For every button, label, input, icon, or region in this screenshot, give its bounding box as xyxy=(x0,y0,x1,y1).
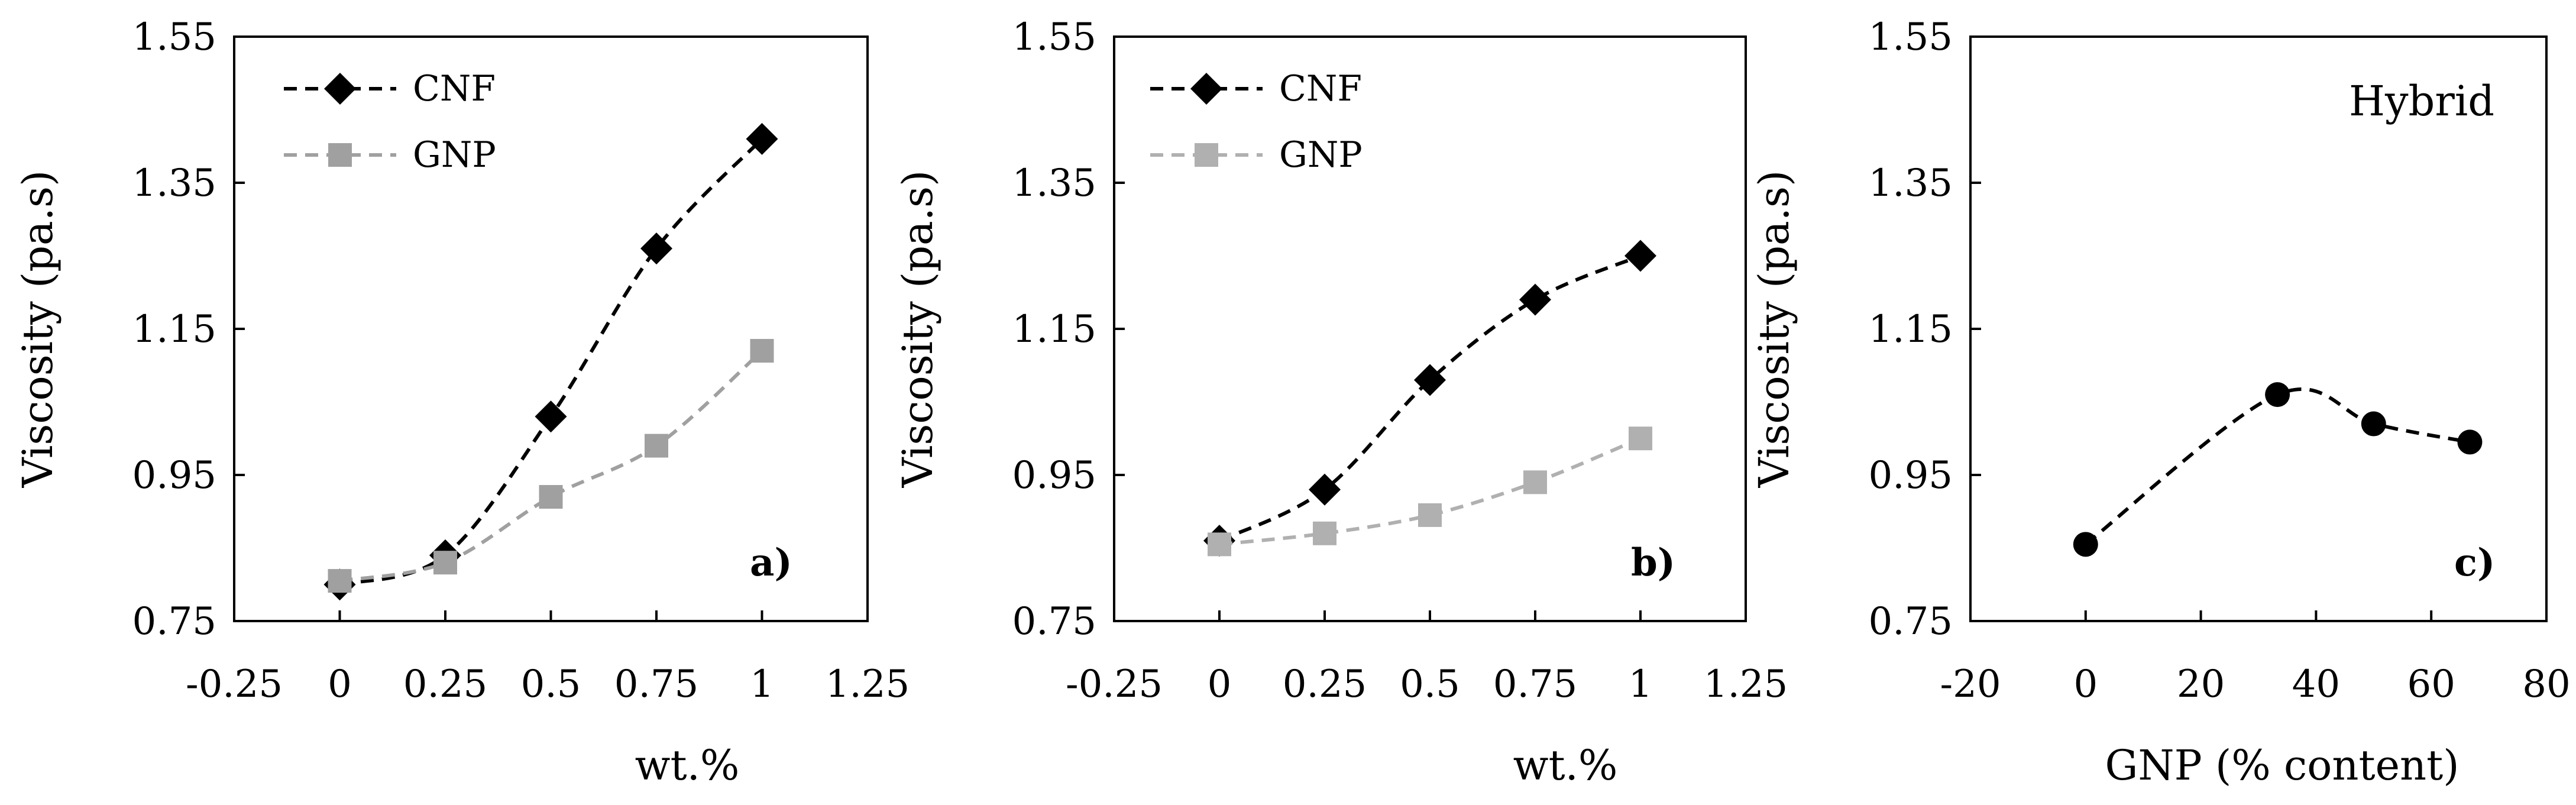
y-tick-label: 1.15 xyxy=(132,308,217,351)
x-tick-label: 0.5 xyxy=(521,662,581,706)
x-tick-label: 40 xyxy=(2292,662,2340,706)
y-tick-label: 1.55 xyxy=(132,15,217,59)
series-line-gnp xyxy=(339,349,763,583)
y-axis-label: Viscosity (pa.s) xyxy=(1750,170,1798,489)
data-point-cnf xyxy=(746,122,778,155)
legend-marker-cnf xyxy=(324,73,356,105)
y-tick-label: 1.55 xyxy=(1869,15,1953,59)
x-tick-label: 0 xyxy=(2073,662,2098,706)
x-tick-label: 0.25 xyxy=(403,662,488,706)
y-tick-label: 1.35 xyxy=(1869,161,1953,205)
plot-frame xyxy=(233,35,869,622)
x-tick-label: 0.75 xyxy=(1493,662,1578,706)
data-point-gnp xyxy=(1629,426,1652,451)
x-tick-label: 20 xyxy=(2177,662,2225,706)
y-tick-label: 1.35 xyxy=(132,161,217,205)
x-tick-label: 80 xyxy=(2522,662,2570,706)
x-axis-label: wt.% xyxy=(635,741,740,790)
data-point-gnp xyxy=(433,551,457,575)
data-point-cnf xyxy=(1414,364,1446,396)
x-tick-label: 1.25 xyxy=(826,662,910,706)
x-tick-label: 0.75 xyxy=(614,662,699,706)
data-point-gnp xyxy=(645,434,668,458)
x-tick-label: 0.5 xyxy=(1400,662,1460,706)
x-tick-label: 1 xyxy=(1629,662,1653,706)
x-tick-label: -0.25 xyxy=(1066,662,1163,706)
x-tick-label: -0.25 xyxy=(186,662,283,706)
chart-panel-1: 0.75 0.95 1.15 1.35 1.55 -0.25 0 0.25 0.5 0.75 1 1.… xyxy=(14,15,910,790)
legend-label-cnf: CNF xyxy=(413,68,496,109)
y-tick-label: 1.35 xyxy=(1012,161,1097,205)
data-point-gnp xyxy=(1208,532,1231,557)
data-point-hybrid xyxy=(2457,429,2483,455)
x-tick-label: 0 xyxy=(1208,662,1232,706)
y-axis-label: Viscosity (pa.s) xyxy=(14,170,62,489)
x-tick-label: 1.25 xyxy=(1704,662,1788,706)
series-line-cnf xyxy=(339,137,763,587)
data-point-cnf xyxy=(1519,283,1551,316)
y-tick-label: 1.55 xyxy=(1012,15,1097,59)
legend-label-gnp: GNP xyxy=(413,134,496,176)
x-tick-label: 60 xyxy=(2407,662,2455,706)
y-tick-label: 1.15 xyxy=(1869,308,1953,351)
y-tick-label: 0.75 xyxy=(1012,600,1097,644)
y-tick-label: 0.95 xyxy=(1012,454,1097,497)
panel-label: a) xyxy=(750,541,792,585)
panel-label: c) xyxy=(2454,541,2495,585)
data-point-cnf xyxy=(1309,473,1341,506)
series-line-hybrid xyxy=(2084,387,2471,546)
y-tick-label: 0.95 xyxy=(1869,454,1953,497)
data-point-hybrid xyxy=(2265,382,2290,408)
data-point-hybrid xyxy=(2073,532,2098,557)
legend-label-gnp: GNP xyxy=(1279,134,1363,176)
panel-label: b) xyxy=(1631,541,1675,585)
data-point-gnp xyxy=(1523,470,1547,494)
y-axis-label: Viscosity (pa.s) xyxy=(894,170,942,489)
legend-marker-cnf xyxy=(1190,73,1222,105)
x-tick-label: 0.25 xyxy=(1283,662,1367,706)
data-point-gnp xyxy=(750,339,774,363)
legend-label-cnf: CNF xyxy=(1279,68,1362,109)
y-tick-label: 1.15 xyxy=(1012,308,1097,351)
x-tick-label: 1 xyxy=(750,662,774,706)
y-tick-label: 0.75 xyxy=(132,600,217,644)
series-line-cnf xyxy=(1218,254,1642,542)
data-point-gnp xyxy=(328,569,352,593)
series-line-gnp xyxy=(1219,437,1642,547)
data-point-cnf xyxy=(1624,240,1656,272)
chart-panel-3: 0.75 0.95 1.15 1.35 1.55 -20 0 20 40 60 80 GNP (% c… xyxy=(1750,15,2571,790)
x-tick-label: -20 xyxy=(1940,662,2001,706)
y-tick-label: 0.75 xyxy=(1869,600,1953,644)
data-point-gnp xyxy=(1418,503,1442,527)
data-point-cnf xyxy=(535,400,567,433)
legend-marker-gnp xyxy=(328,143,352,167)
data-point-hybrid xyxy=(2361,411,2386,437)
y-tick-label: 0.95 xyxy=(132,454,217,497)
annotation-hybrid: Hybrid xyxy=(2349,77,2494,125)
chart-panel-2: 0.75 0.95 1.15 1.35 1.55 -0.25 0 0.25 0.5 0.75 1 1.… xyxy=(894,15,1788,790)
x-axis-label: wt.% xyxy=(1513,741,1618,790)
data-point-cnf xyxy=(640,232,672,265)
data-point-gnp xyxy=(539,485,563,509)
x-axis-label: GNP (% content) xyxy=(2105,741,2459,790)
x-tick-label: 0 xyxy=(328,662,352,706)
legend-marker-gnp xyxy=(1195,143,1218,167)
data-point-gnp xyxy=(1313,521,1336,545)
